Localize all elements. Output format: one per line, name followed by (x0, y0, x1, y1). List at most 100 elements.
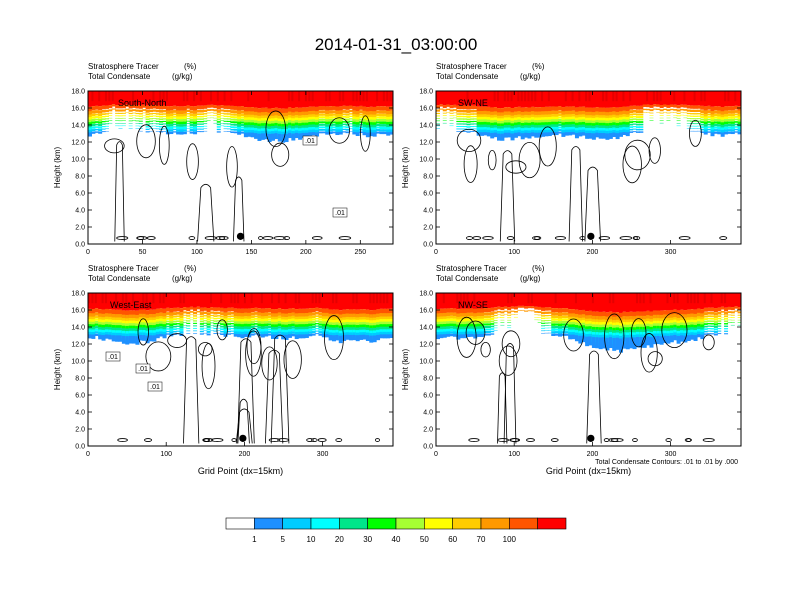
contour-label: .01 (150, 384, 160, 391)
tracer-band (720, 129, 725, 135)
tracer-band (558, 106, 562, 111)
tracer-band (473, 120, 478, 123)
tracer-band (325, 316, 330, 320)
tracer-band (710, 122, 715, 126)
y-tick-label: 16.0 (71, 106, 85, 113)
tracer-band (710, 124, 715, 129)
tracer-band (632, 126, 637, 128)
contour-low (632, 438, 638, 442)
tracer-band (486, 331, 491, 334)
tracer-band (541, 311, 546, 315)
tracer-band (108, 122, 113, 124)
tracer-band (517, 122, 522, 126)
tracer-band (541, 119, 546, 124)
tracer-band-red (308, 293, 313, 309)
tracer-band (652, 310, 657, 318)
tracer-band (230, 105, 235, 110)
tracer-band (243, 316, 248, 319)
tracer-band (362, 316, 367, 321)
tracer-band (169, 323, 174, 327)
tracer-band (480, 326, 485, 330)
tracer-band (108, 319, 113, 324)
tracer-band (98, 309, 103, 315)
tracer-band (459, 115, 464, 118)
tracer-band (220, 330, 225, 333)
tracer-band (547, 325, 552, 326)
tracer-band (220, 123, 225, 124)
tracer-band-red (449, 91, 454, 106)
tracer-band (186, 333, 191, 334)
tracer-band (182, 311, 187, 314)
colorbar-swatch (310, 517, 340, 530)
tracer-band (145, 121, 150, 123)
tracer-band (568, 119, 573, 123)
contour-blob (261, 346, 278, 381)
tracer-band (439, 334, 444, 339)
tracer-band (547, 322, 552, 324)
tracer-streak (683, 91, 686, 102)
tracer-band (737, 116, 741, 120)
tracer-band (389, 329, 393, 333)
tracer-band (571, 334, 576, 340)
tracer-band (104, 316, 109, 321)
tracer-band (612, 122, 617, 127)
tracer-band (203, 322, 208, 324)
tracer-streak (372, 293, 375, 304)
tracer-band (690, 125, 695, 127)
tracer-band (199, 333, 204, 335)
tracer-band (199, 113, 204, 116)
tracer-band (703, 320, 708, 323)
tracer-band (315, 119, 320, 124)
tracer-band (345, 123, 350, 126)
tracer-band (359, 324, 364, 330)
tracer-band (237, 129, 242, 133)
tracer-band (291, 331, 296, 334)
tracer-band (659, 112, 664, 114)
tracer-band (321, 326, 326, 330)
tracer-band (206, 109, 211, 111)
tracer-band (463, 321, 468, 325)
tracer-band-red (642, 91, 647, 105)
tracer-band (449, 109, 454, 112)
tracer-band (564, 127, 569, 131)
tracer-band-red (149, 91, 153, 106)
tracer-band-red (500, 293, 505, 308)
y-tick-label: 0.0 (75, 242, 85, 249)
tracer-band (311, 315, 316, 319)
contour-blob (186, 143, 199, 180)
tracer-band (372, 117, 377, 121)
tracer-band (473, 128, 478, 130)
tracer-band (226, 315, 231, 318)
tracer-band-red (226, 91, 231, 106)
chart-panel-nw-se: 0.02.04.06.08.010.012.014.016.018.00 100 2… (401, 264, 742, 476)
tracer-band (193, 131, 198, 135)
tracer-band (520, 133, 525, 140)
tracer-band (530, 129, 535, 134)
tracer-band (608, 122, 613, 128)
tracer-band (230, 116, 235, 119)
tracer-band (104, 105, 109, 109)
tracer-band (254, 312, 259, 315)
tracer-band (544, 127, 549, 132)
tracer-band (612, 114, 617, 119)
tracer-band (287, 125, 292, 130)
panels: 0.02.04.06.08.010.012.014.016.018.00 50 10… (53, 62, 742, 476)
tracer-band (186, 327, 191, 329)
tracer-band (104, 329, 109, 334)
tracer-band (155, 105, 160, 109)
y-tick-label: 16.0 (419, 106, 433, 113)
tracer-band (534, 125, 539, 130)
tracer-band (335, 126, 340, 130)
tracer-band (480, 122, 485, 126)
tracer-band (473, 331, 478, 336)
tracer-band (230, 330, 235, 332)
tracer-band (442, 331, 447, 336)
tracer-band (206, 323, 211, 326)
tracer-band (115, 120, 120, 121)
tracer-band (622, 119, 627, 123)
tracer-band (264, 312, 269, 317)
tracer-band (348, 313, 353, 319)
tracer-band (595, 111, 600, 116)
tracer-band-red (118, 293, 123, 310)
contour-blob (689, 119, 702, 147)
